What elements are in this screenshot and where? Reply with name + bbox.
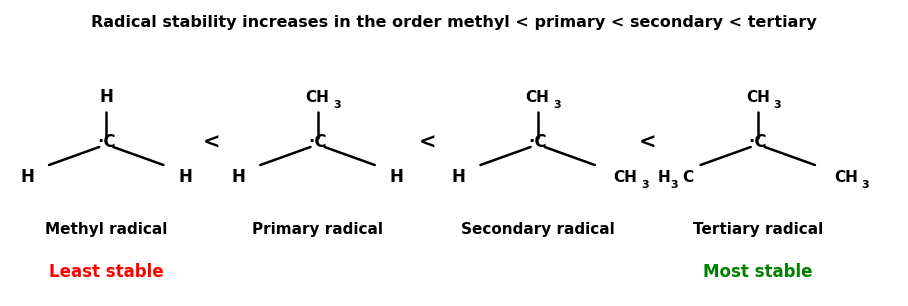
Text: <: < — [639, 132, 656, 152]
Text: ·C: ·C — [748, 133, 767, 151]
Text: ·C: ·C — [528, 133, 547, 151]
Text: 3: 3 — [774, 100, 781, 110]
Text: H: H — [232, 168, 245, 186]
Text: Secondary radical: Secondary radical — [460, 222, 615, 237]
Text: H: H — [20, 168, 34, 186]
Text: 3: 3 — [670, 180, 678, 189]
Text: ·C: ·C — [308, 133, 327, 151]
Text: Tertiary radical: Tertiary radical — [693, 222, 823, 237]
Text: CH: CH — [306, 90, 330, 105]
Text: CH: CH — [526, 90, 549, 105]
Text: H: H — [451, 168, 465, 186]
Text: H: H — [390, 168, 404, 186]
Text: <: < — [419, 132, 437, 152]
Text: 3: 3 — [553, 100, 561, 110]
Text: C: C — [683, 170, 694, 185]
Text: H: H — [657, 170, 670, 185]
Text: 3: 3 — [862, 180, 869, 189]
Text: H: H — [99, 88, 114, 106]
Text: Radical stability increases in the order methyl < primary < secondary < tertiary: Radical stability increases in the order… — [91, 15, 817, 30]
Text: CH: CH — [614, 170, 637, 185]
Text: <: < — [203, 132, 221, 152]
Text: Least stable: Least stable — [49, 263, 163, 281]
Text: CH: CH — [834, 170, 858, 185]
Text: Methyl radical: Methyl radical — [45, 222, 167, 237]
Text: 3: 3 — [333, 100, 340, 110]
Text: H: H — [179, 168, 192, 186]
Text: ·C: ·C — [97, 133, 115, 151]
Text: Most stable: Most stable — [703, 263, 813, 281]
Text: 3: 3 — [641, 180, 649, 189]
Text: CH: CH — [745, 90, 770, 105]
Text: Primary radical: Primary radical — [252, 222, 383, 237]
